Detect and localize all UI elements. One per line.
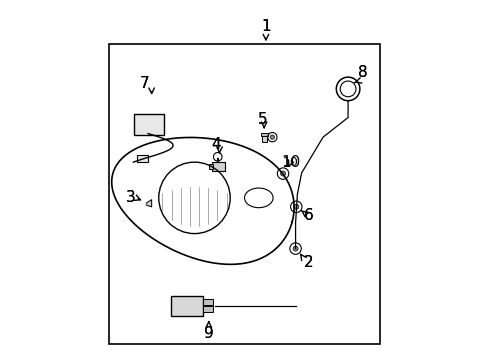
Bar: [203, 306, 213, 312]
Text: 8: 8: [357, 65, 366, 80]
Text: 3: 3: [125, 190, 135, 205]
Bar: [171, 296, 203, 316]
Text: 5: 5: [257, 112, 266, 127]
Circle shape: [270, 135, 274, 139]
Bar: [212, 162, 224, 171]
Text: 10: 10: [283, 156, 298, 168]
Text: 8: 8: [357, 65, 366, 80]
Circle shape: [292, 246, 298, 251]
Text: 3: 3: [125, 190, 135, 205]
Circle shape: [293, 204, 298, 209]
Text: 5: 5: [257, 112, 266, 127]
Text: 1: 1: [261, 19, 270, 34]
Text: 1: 1: [261, 19, 270, 34]
Polygon shape: [146, 200, 151, 207]
Bar: [137, 155, 148, 162]
Text: 4: 4: [211, 137, 220, 152]
FancyBboxPatch shape: [134, 114, 164, 135]
Bar: [261, 135, 266, 143]
Circle shape: [280, 171, 285, 176]
Text: 9: 9: [203, 326, 213, 341]
Text: 7: 7: [140, 76, 149, 91]
Text: 6: 6: [304, 208, 313, 223]
Text: 7: 7: [140, 76, 149, 91]
Bar: [108, 44, 380, 344]
Text: 9: 9: [203, 326, 213, 341]
Text: 10: 10: [281, 155, 300, 170]
Text: 2: 2: [304, 255, 313, 270]
Text: 6: 6: [304, 208, 313, 223]
Bar: [260, 133, 267, 136]
Text: 2: 2: [304, 255, 313, 270]
Text: 4: 4: [211, 137, 220, 152]
Bar: [203, 299, 213, 305]
Bar: [208, 164, 213, 169]
